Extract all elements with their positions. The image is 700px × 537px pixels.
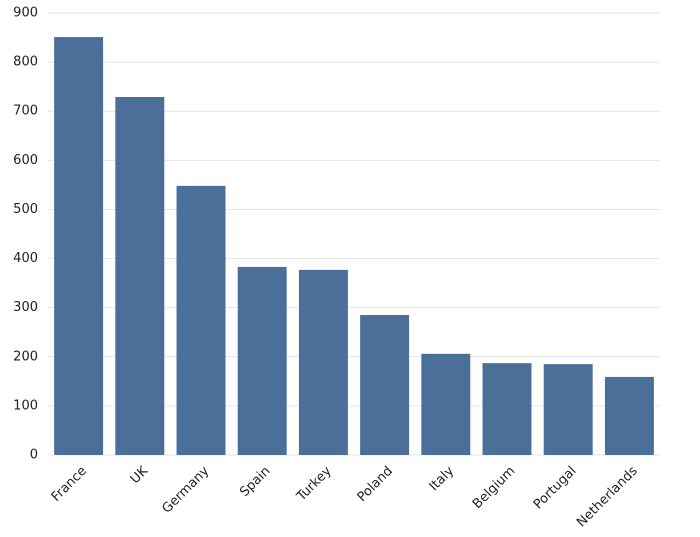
bar [298, 269, 348, 455]
bar [604, 376, 654, 455]
y-tick-label: 600 [13, 153, 38, 168]
x-tick-label: Germany [159, 463, 212, 516]
x-tick-label: Spain [237, 464, 273, 500]
bar [421, 353, 471, 455]
bar [237, 266, 287, 455]
bar [543, 364, 593, 455]
bar [360, 315, 410, 455]
bar [482, 363, 532, 455]
bar [176, 185, 226, 456]
bar [54, 37, 104, 455]
x-tick-label: Italy [427, 463, 458, 494]
y-tick-label: 200 [13, 349, 38, 364]
y-tick-label: 800 [13, 55, 38, 70]
x-tick-label: Poland [355, 464, 396, 505]
y-tick-label: 300 [13, 300, 38, 315]
y-tick-label: 0 [30, 448, 38, 463]
x-tick-label: France [49, 464, 90, 505]
x-tick-label: Belgium [470, 464, 518, 512]
bar [115, 96, 165, 455]
x-tick-label: Turkey [293, 463, 334, 504]
y-tick-label: 500 [13, 202, 38, 217]
x-tick-label: Netherlands [574, 464, 641, 531]
y-tick-label: 900 [13, 6, 38, 21]
y-tick-label: 400 [13, 251, 38, 266]
x-tick-label: Portugal [531, 464, 580, 513]
x-tick-label: UK [128, 463, 152, 487]
y-tick-label: 700 [13, 104, 38, 119]
y-tick-label: 100 [13, 398, 38, 413]
